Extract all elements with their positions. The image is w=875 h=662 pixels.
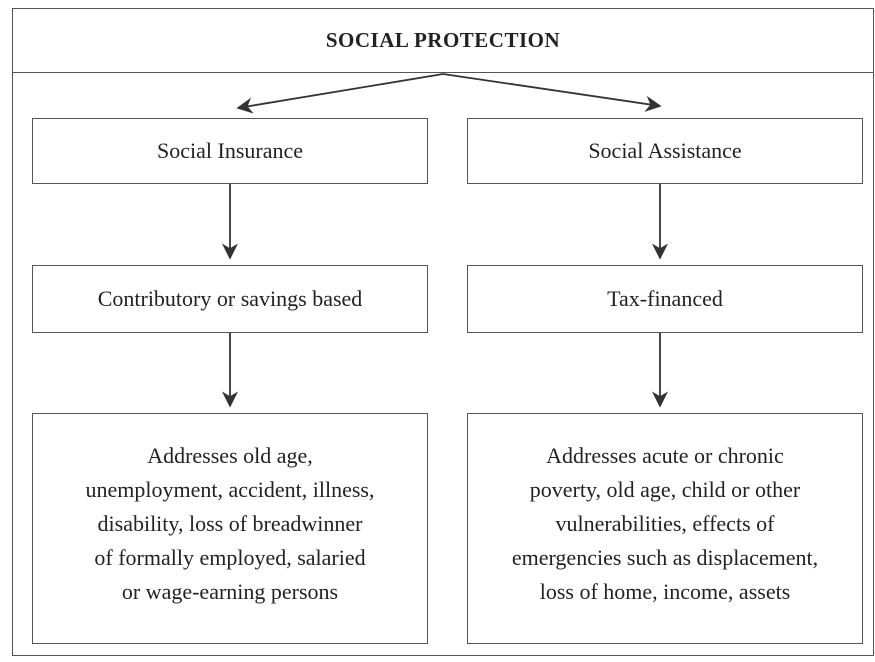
node-label: Social Assistance [588, 138, 742, 163]
node: Tax-financed [467, 265, 863, 333]
node-line: of formally employed, salaried [94, 544, 366, 570]
node-line: poverty, old age, child or other [529, 476, 801, 502]
node-line: or wage-earning persons [121, 578, 339, 604]
arrow [236, 73, 444, 114]
node-line: Addresses acute or chronic [546, 442, 784, 468]
node-label: Social Insurance [157, 138, 303, 163]
node-line: unemployment, accident, illness, [85, 476, 375, 502]
node-line: emergencies such as displacement, [511, 544, 819, 570]
node-line: disability, loss of breadwinner [97, 510, 363, 536]
title: SOCIAL PROTECTION [12, 8, 874, 73]
node: Addresses acute or chronic poverty, old a… [467, 413, 863, 644]
node: Contributory or savings based [32, 265, 428, 333]
node-label: Contributory or savings based [97, 286, 363, 311]
node-label: Tax-financed [607, 286, 723, 311]
node-line: Addresses old age, [147, 442, 313, 468]
node-line: loss of home, income, assets [539, 578, 791, 604]
node: Addresses old age, unemployment, accident… [32, 413, 428, 644]
node: Social Assistance [467, 118, 863, 184]
node: Social Insurance [32, 118, 428, 184]
arrow [442, 73, 662, 112]
node-line: vulnerabilities, effects of [555, 510, 775, 536]
